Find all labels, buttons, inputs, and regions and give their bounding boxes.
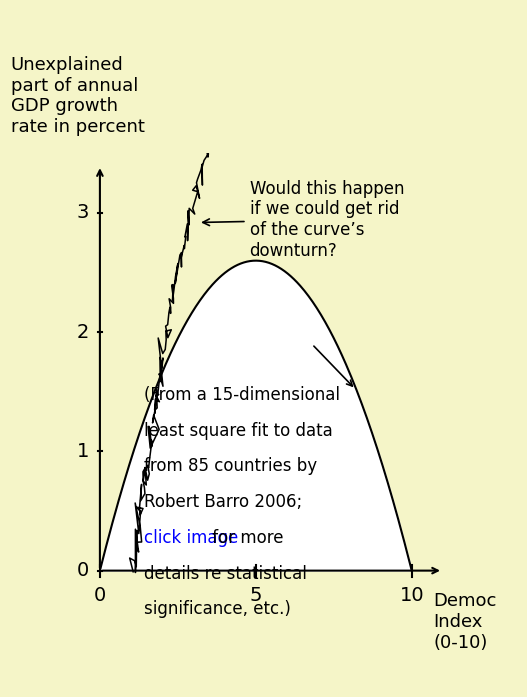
- Text: click image: click image: [143, 529, 238, 547]
- Text: (From a 15-dimensional: (From a 15-dimensional: [143, 386, 339, 404]
- Text: 10: 10: [399, 586, 424, 605]
- Text: Would this happen
if we could get rid
of the curve’s
downturn?: Would this happen if we could get rid of…: [203, 180, 404, 260]
- Text: from 85 countries by: from 85 countries by: [143, 457, 317, 475]
- Text: 5: 5: [250, 586, 262, 605]
- Text: Unexplained
part of annual
GDP growth
rate in percent: Unexplained part of annual GDP growth ra…: [11, 56, 144, 136]
- Text: significance, etc.): significance, etc.): [143, 600, 290, 618]
- Text: Robert Barro 2006;: Robert Barro 2006;: [143, 493, 302, 511]
- Text: 3: 3: [76, 204, 89, 222]
- Text: Democ
Index
(0-10): Democ Index (0-10): [434, 592, 497, 652]
- Text: 0: 0: [77, 561, 89, 580]
- Text: 2: 2: [76, 323, 89, 342]
- Text: 1: 1: [76, 442, 89, 461]
- Text: least square fit to data: least square fit to data: [143, 422, 333, 440]
- Text: details re statistical: details re statistical: [143, 565, 306, 583]
- Text: for more: for more: [208, 529, 284, 547]
- Text: 0: 0: [94, 586, 106, 605]
